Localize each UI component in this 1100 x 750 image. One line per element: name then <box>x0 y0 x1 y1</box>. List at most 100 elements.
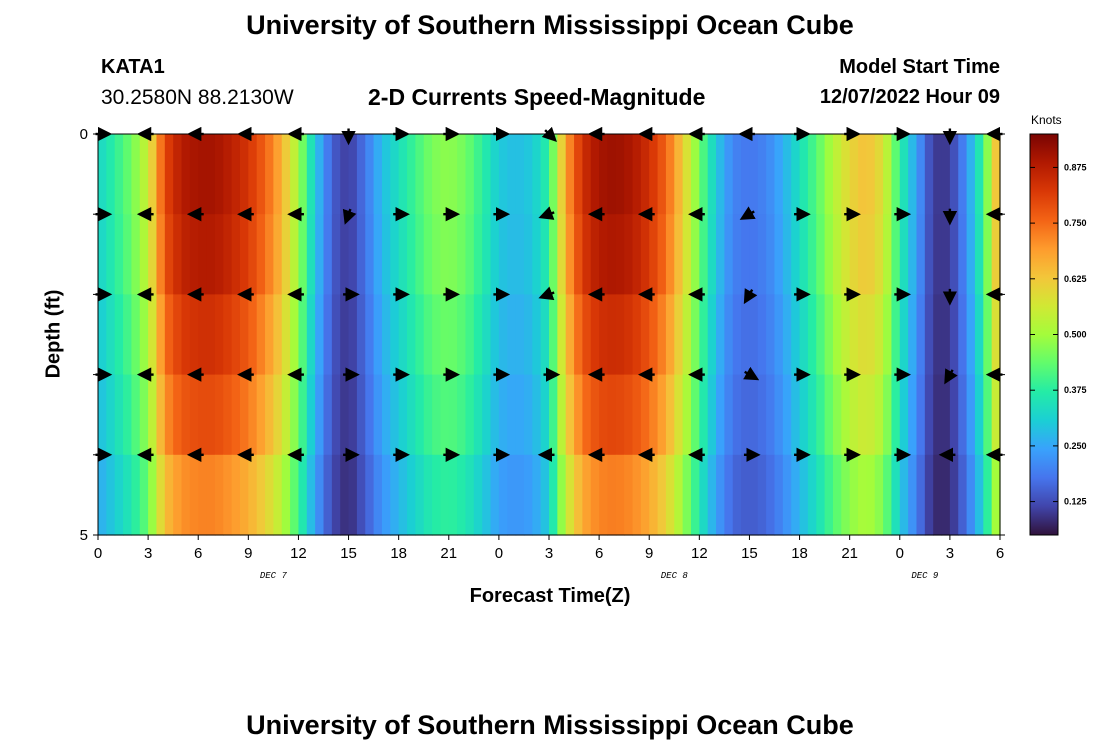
heatmap-cell <box>782 134 792 215</box>
heatmap-cell <box>891 374 901 456</box>
heatmap-cell <box>699 294 709 376</box>
heatmap-cell <box>507 374 517 456</box>
heatmap-cell <box>883 294 893 376</box>
x-tick-label: 12 <box>290 545 307 562</box>
heatmap-cell <box>239 454 249 536</box>
x-tick-label: 9 <box>244 545 252 562</box>
heatmap-cell <box>565 214 575 295</box>
heatmap-cell <box>356 454 366 536</box>
x-tick-label: 0 <box>495 545 503 562</box>
heatmap-cell <box>381 454 391 536</box>
heatmap-cell <box>707 454 717 536</box>
heatmap-cell <box>916 214 926 295</box>
heatmap-cell <box>114 454 124 536</box>
heatmap-cell <box>256 134 266 215</box>
heatmap-cell <box>941 294 951 376</box>
heatmap-cell <box>290 214 300 295</box>
heatmap-cell <box>315 374 325 456</box>
heatmap-cell <box>265 454 274 536</box>
heatmap-cell <box>223 294 233 376</box>
heatmap-cell <box>457 374 467 456</box>
heatmap-cell <box>515 214 525 295</box>
heatmap-cell <box>741 454 751 536</box>
heatmap-cell <box>407 374 416 456</box>
heatmap-cell <box>924 134 934 215</box>
heatmap-cell <box>774 134 784 215</box>
heatmap-cell <box>123 374 133 456</box>
heatmap-cell <box>423 134 433 215</box>
current-vector <box>743 366 760 381</box>
heatmap-cell <box>214 454 224 536</box>
heatmap-cell <box>457 214 467 295</box>
heatmap-cell <box>933 294 943 376</box>
heatmap-cell <box>315 454 325 536</box>
heatmap-cell <box>223 374 233 456</box>
heatmap-cell <box>883 214 893 295</box>
heatmap-cell <box>716 134 725 215</box>
heatmap-cell <box>373 374 383 456</box>
heatmap-cell <box>248 454 258 536</box>
heatmap-cell <box>599 454 609 536</box>
heatmap-cell <box>540 294 550 376</box>
heatmap-cell <box>665 454 675 536</box>
heatmap-cell <box>106 374 116 456</box>
heatmap-cell <box>958 374 968 456</box>
heatmap-cell <box>98 374 107 456</box>
y-tick-label: 0 <box>80 126 88 143</box>
heatmap-cell <box>365 454 375 536</box>
heatmap-cell <box>248 374 258 456</box>
heatmap-cell <box>181 454 191 536</box>
heatmap-cell <box>306 374 316 456</box>
heatmap-cell <box>156 214 166 295</box>
heatmap-cell <box>941 214 951 295</box>
heatmap-cell <box>106 294 116 376</box>
heatmap-cell <box>465 374 475 456</box>
heatmap-cell <box>949 134 959 215</box>
heatmap-cell <box>173 374 183 456</box>
heatmap-cell <box>565 374 575 456</box>
heatmap-cell <box>549 374 558 456</box>
heatmap-cell <box>407 214 416 295</box>
heatmap-cell <box>265 214 274 295</box>
heatmap-cell <box>164 214 174 295</box>
heatmap-cell <box>807 454 817 536</box>
heatmap-cell <box>507 214 517 295</box>
heatmap-cell <box>340 374 350 456</box>
heatmap-cell <box>231 374 241 456</box>
heatmap-cell <box>415 214 425 295</box>
heatmap-cell <box>565 454 575 536</box>
heatmap-cell <box>181 374 191 456</box>
heatmap-cell <box>123 454 133 536</box>
heatmap-cell <box>933 214 943 295</box>
heatmap-cell <box>732 454 742 536</box>
heatmap-cell <box>782 454 792 536</box>
heatmap-cell <box>674 294 684 376</box>
heatmap-cell <box>640 134 650 215</box>
heatmap-cell <box>248 214 258 295</box>
heatmap-cell <box>816 134 826 215</box>
date-label: DEC 9 <box>911 571 939 581</box>
heatmap-cell <box>123 214 133 295</box>
model-start-value: 12/07/2022 Hour 09 <box>819 86 1000 108</box>
heatmap-cell <box>398 454 408 536</box>
heatmap-cell <box>974 134 984 215</box>
heatmap-cell <box>832 134 842 215</box>
heatmap-cell <box>916 134 926 215</box>
heatmap-cell <box>131 294 141 376</box>
axes: 0 3 6 9 12 15 18 21 0 3 6 9 12 15 18 21 0 3 6 DEC 7 DEC 8 DEC… <box>80 126 1005 581</box>
colorbar: 0.125 0.250 0.375 0.500 0.625 0.750 0.875 <box>1029 133 1087 536</box>
heatmap-cell <box>983 134 993 215</box>
heatmap-cell <box>832 454 842 536</box>
heatmap-cell <box>983 214 993 295</box>
heatmap-cell <box>699 374 709 456</box>
heatmap-cell <box>549 454 558 536</box>
heatmap-cell <box>991 374 1001 456</box>
heatmap-cell <box>849 134 859 215</box>
heatmap-cell <box>724 454 734 536</box>
heatmap-cell <box>557 454 567 536</box>
heatmap-cell <box>690 374 700 456</box>
heatmap-cell <box>615 134 625 215</box>
heatmap-cell <box>231 294 241 376</box>
heatmap-cell <box>741 214 751 295</box>
heatmap-cell <box>239 214 249 295</box>
